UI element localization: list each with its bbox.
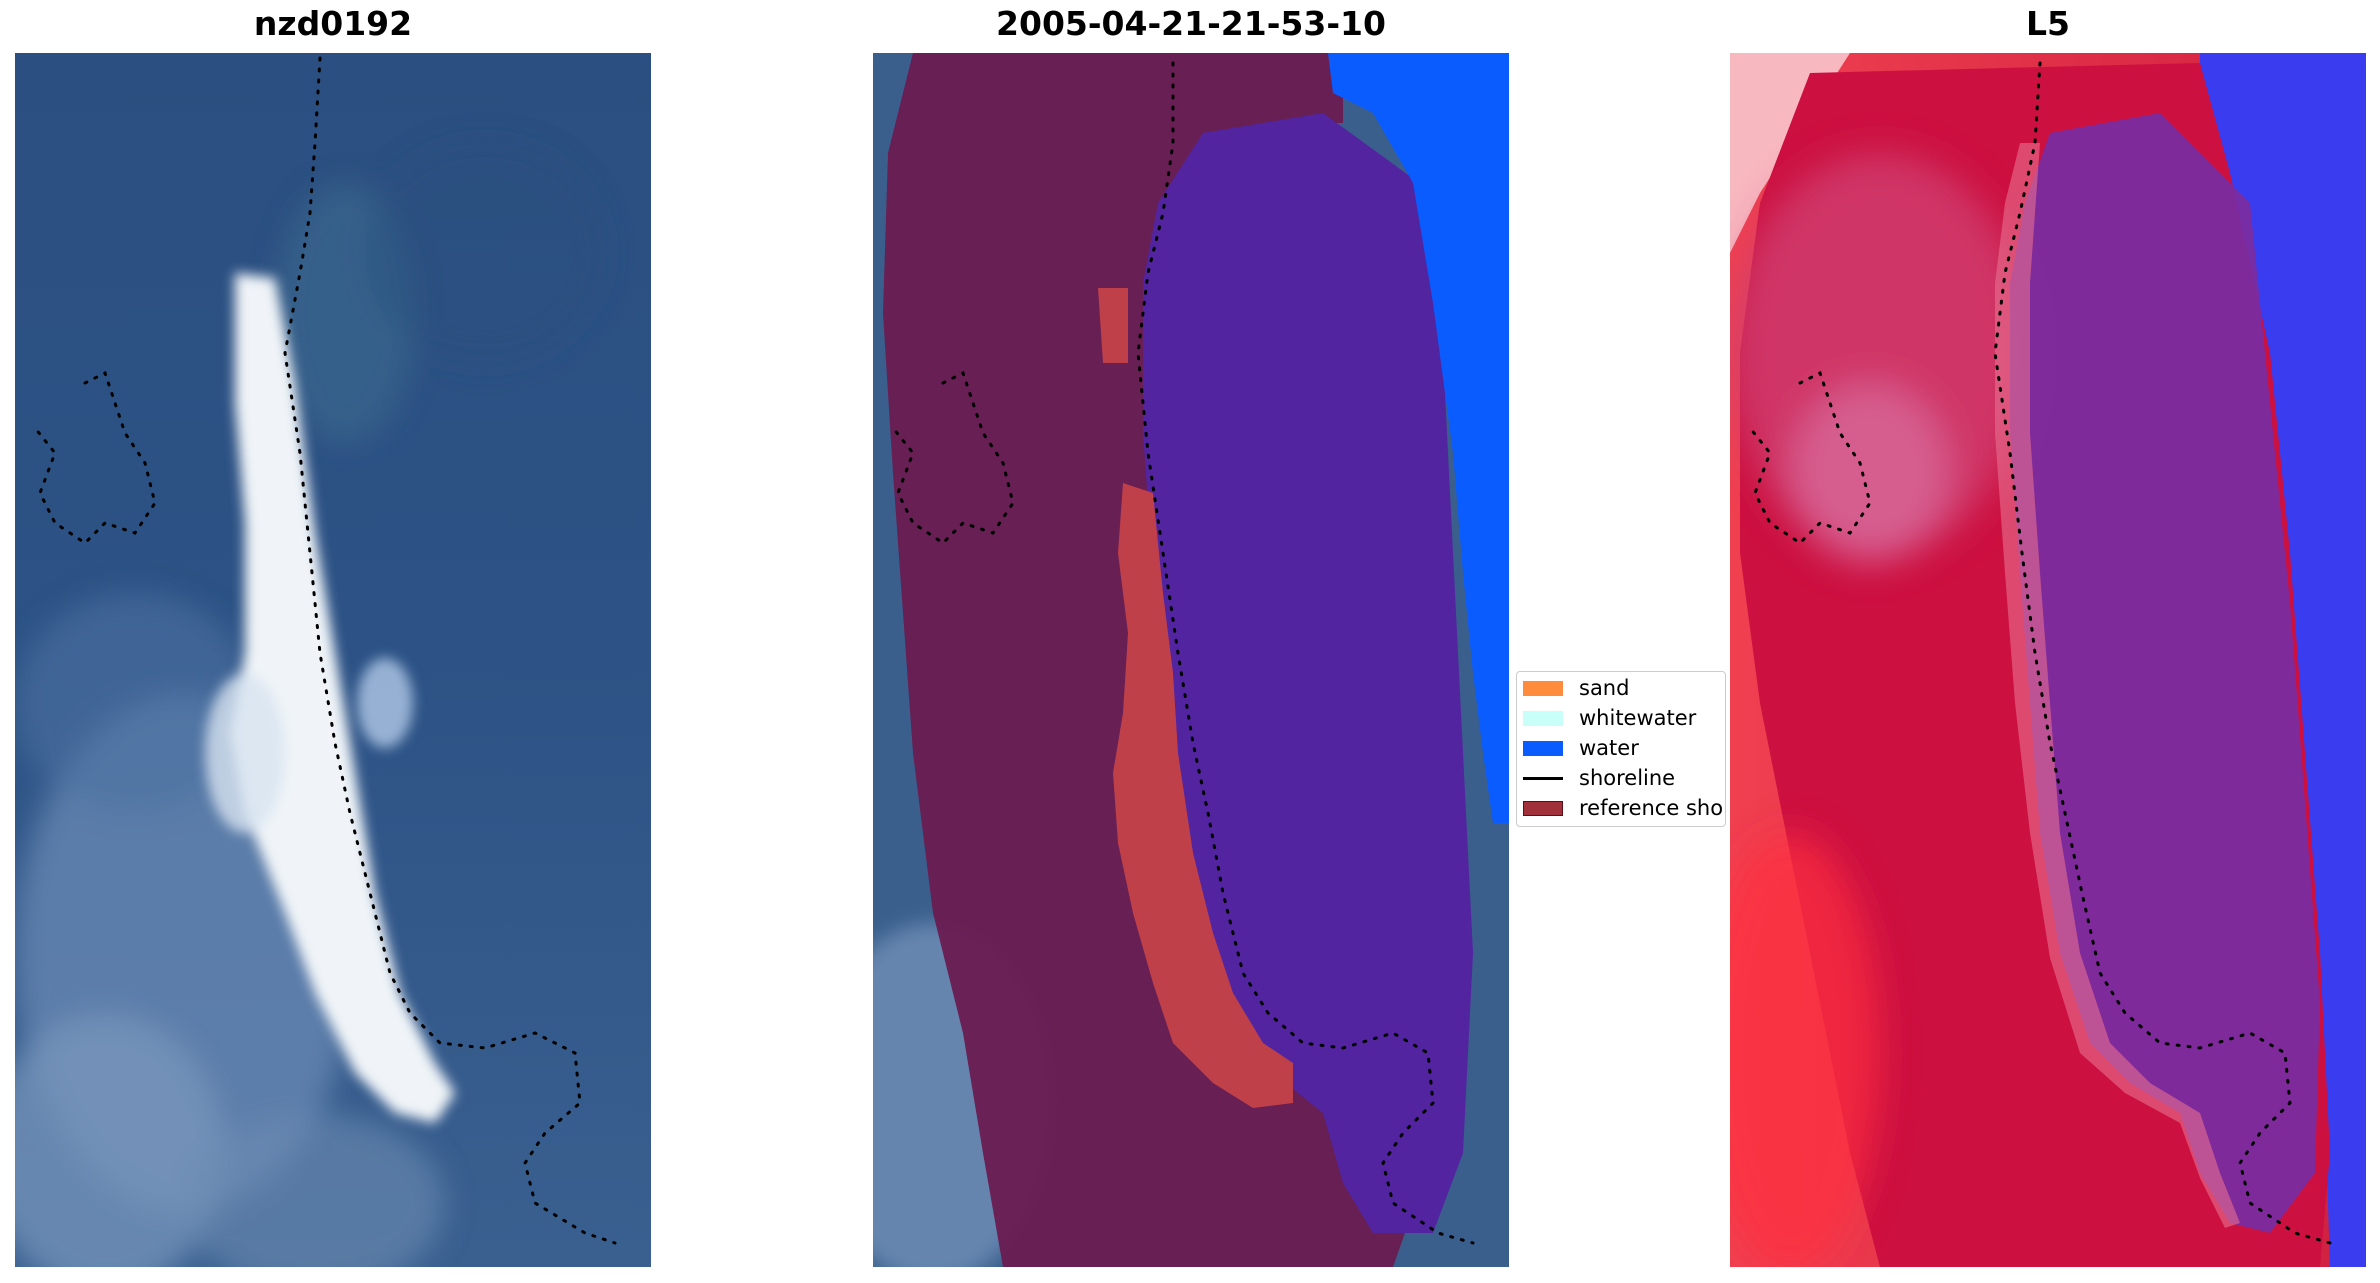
- legend-line-shoreline: [1523, 776, 1563, 780]
- index-shore-band: [1995, 143, 2240, 1228]
- legend-item-reference-shoreline: reference sho: [1523, 795, 1723, 821]
- index-water-purple: [2010, 113, 2320, 1233]
- legend-label-sand: sand: [1579, 676, 1630, 700]
- legend-item-whitewater: whitewater: [1523, 705, 1696, 731]
- index-blue-region: [2200, 53, 2366, 1267]
- legend-label-whitewater: whitewater: [1579, 706, 1697, 730]
- water-class-inner: [1143, 113, 1473, 1233]
- legend-swatch-water: [1523, 740, 1563, 756]
- reference-shoreline-dots: [891, 61, 1475, 1245]
- reference-shoreline-dots: [33, 56, 617, 1245]
- legend-swatch-sand: [1523, 680, 1563, 696]
- rgb-image: [15, 53, 651, 1267]
- sand-class-region: [1098, 288, 1293, 1108]
- legend-label-water: water: [1579, 736, 1639, 760]
- legend-item-sand: sand: [1523, 675, 1629, 701]
- index-image-panel: [1730, 53, 2366, 1267]
- panel-title-rgb: nzd0192: [253, 4, 413, 43]
- reference-shoreline-dots: [1748, 61, 2332, 1245]
- legend-swatch-reference-shoreline: [1523, 800, 1563, 816]
- legend: sand whitewater water shoreline referenc…: [1516, 671, 1726, 827]
- legend-item-water: water: [1523, 735, 1639, 761]
- legend-label-reference-shoreline: reference sho: [1579, 796, 1724, 820]
- rgb-image-panel: [15, 53, 651, 1267]
- legend-item-shoreline: shoreline: [1523, 765, 1675, 791]
- panel-title-classified: 2005-04-21-21-53-10: [996, 4, 1386, 43]
- classified-image: [873, 53, 1509, 1267]
- panel-title-index: L5: [2026, 4, 2070, 43]
- index-image: [1730, 53, 2366, 1267]
- water-class-outer: [1328, 53, 1509, 823]
- legend-label-shoreline: shoreline: [1579, 766, 1676, 790]
- legend-swatch-whitewater: [1523, 710, 1563, 726]
- index-outer-pink: [1730, 53, 1850, 253]
- classified-image-panel: [873, 53, 1509, 1267]
